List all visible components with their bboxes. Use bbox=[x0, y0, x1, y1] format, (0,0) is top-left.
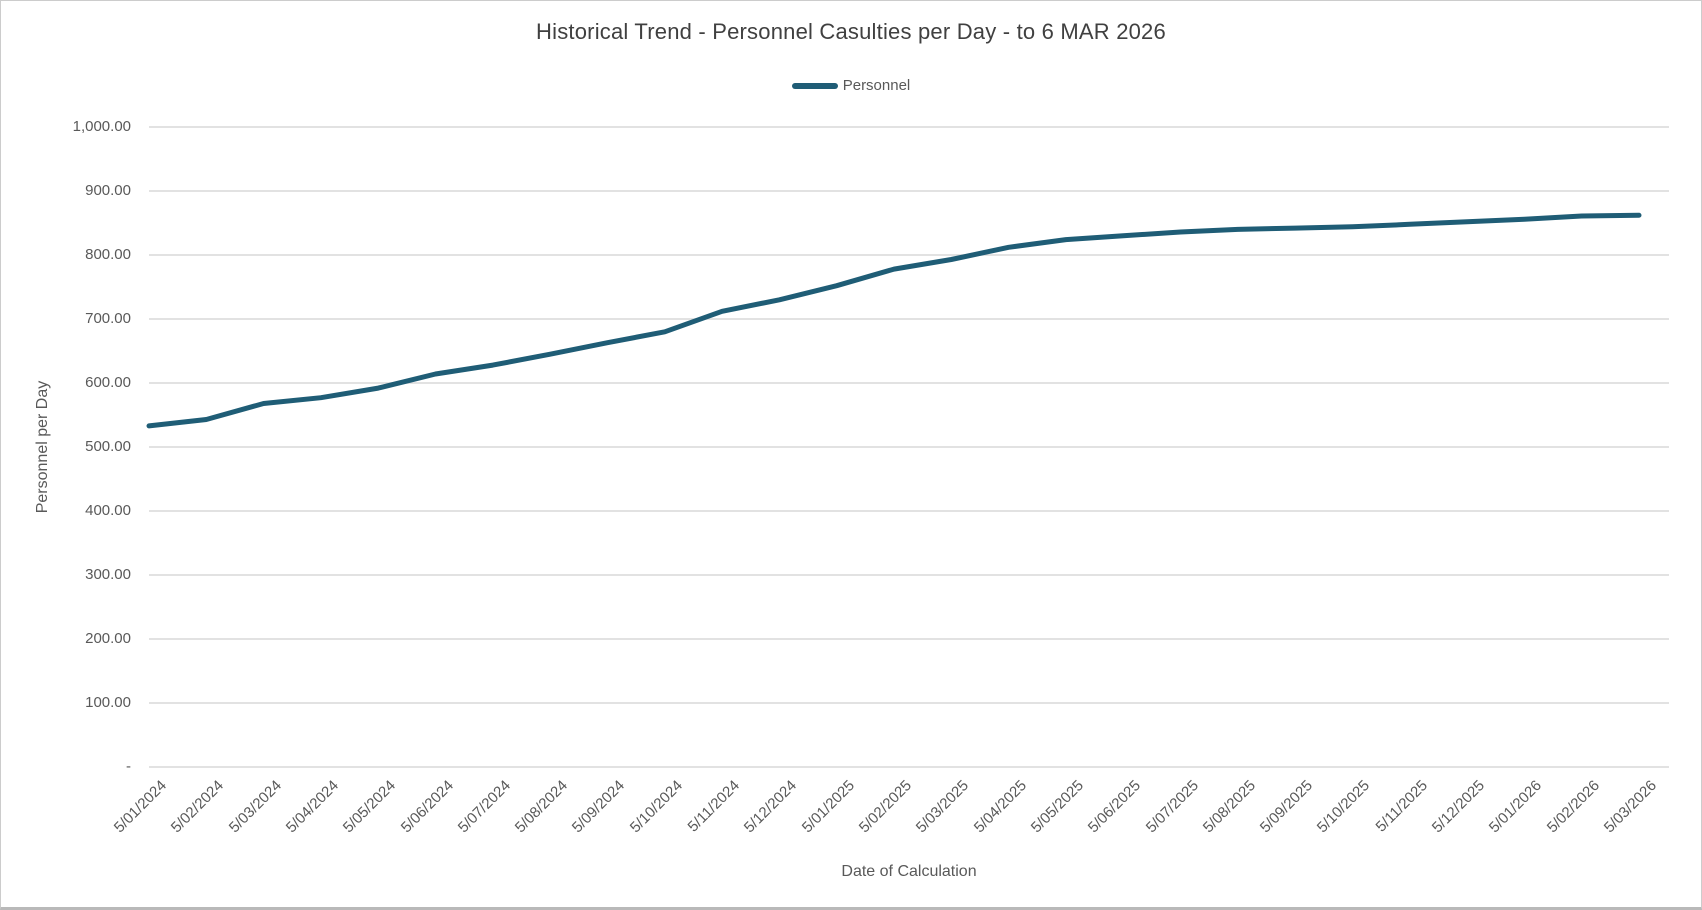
y-tick-label: 700.00 bbox=[85, 310, 131, 327]
y-tick-label: - bbox=[126, 758, 131, 775]
y-tick-label: 1,000.00 bbox=[72, 118, 131, 135]
legend-label: Personnel bbox=[842, 77, 911, 94]
legend: Personnel bbox=[1, 77, 1701, 94]
x-axis-title: Date of Calculation bbox=[841, 863, 977, 880]
y-tick-label: 800.00 bbox=[85, 246, 131, 263]
y-tick-label: 600.00 bbox=[85, 374, 131, 391]
y-tick-label: 500.00 bbox=[85, 438, 131, 455]
y-tick-label: 200.00 bbox=[85, 630, 131, 647]
legend-line-swatch-icon bbox=[791, 82, 838, 89]
y-tick-label: 100.00 bbox=[85, 694, 131, 711]
personnel-series-line bbox=[146, 212, 1642, 429]
y-tick-label: 300.00 bbox=[85, 566, 131, 583]
y-tick-label: 400.00 bbox=[85, 502, 131, 519]
y-tick-label: 900.00 bbox=[85, 182, 131, 199]
chart-title: Historical Trend - Personnel Casulties p… bbox=[536, 19, 1166, 44]
